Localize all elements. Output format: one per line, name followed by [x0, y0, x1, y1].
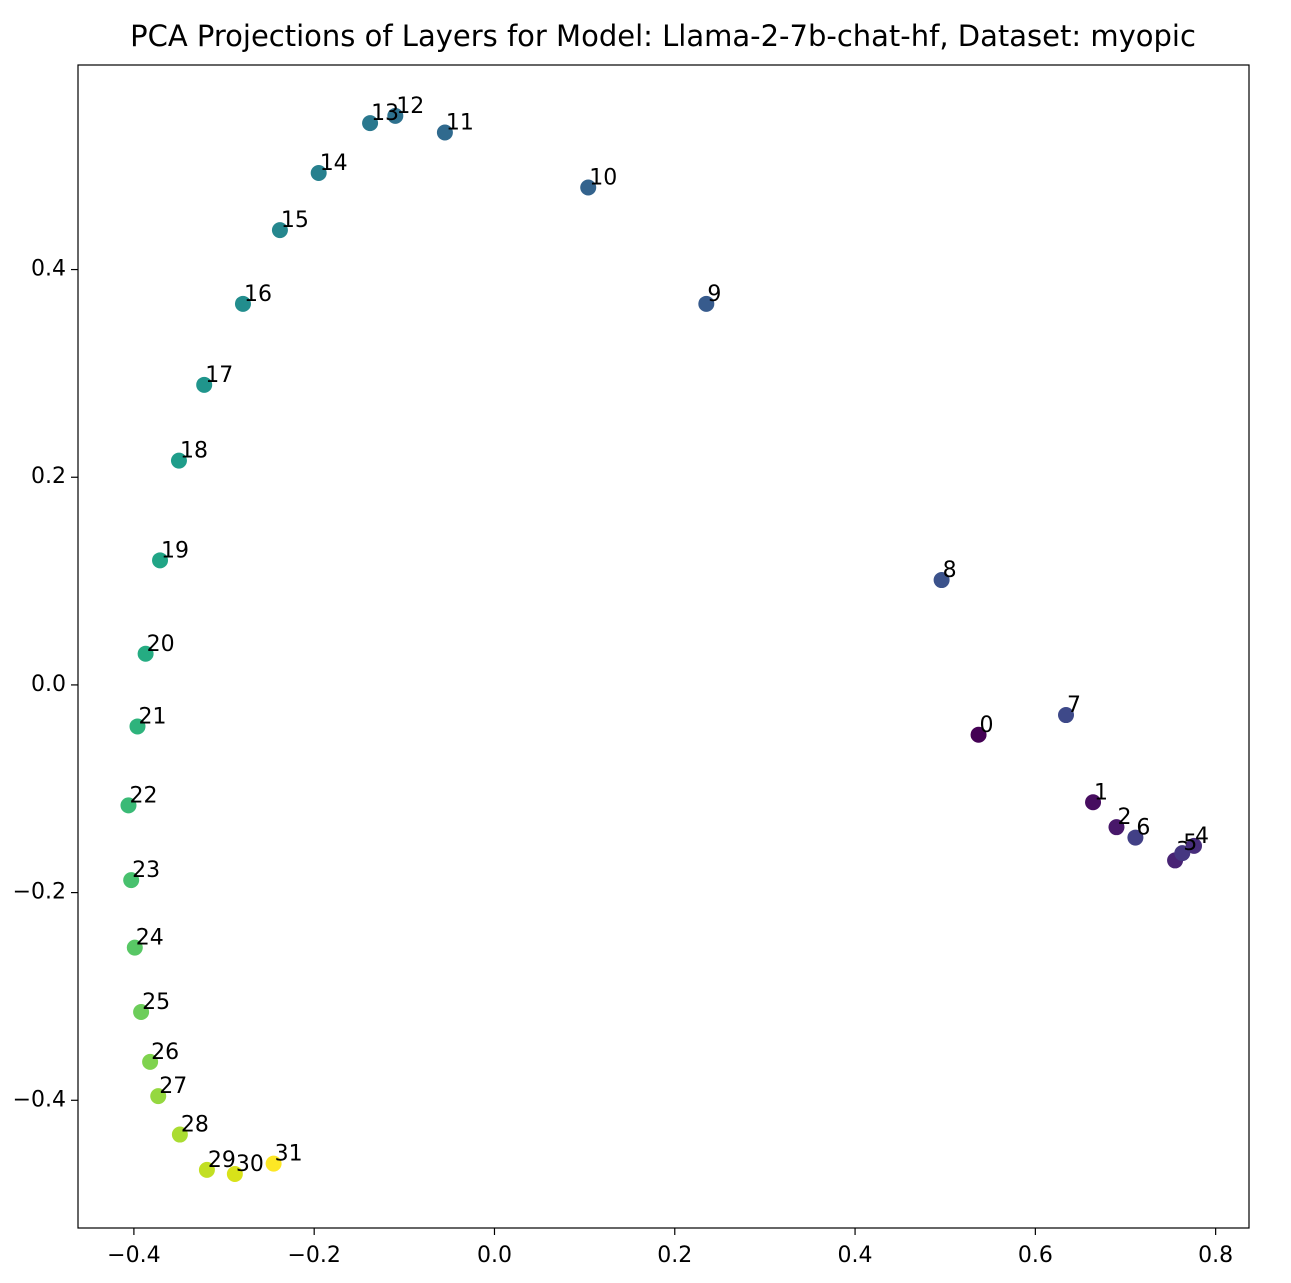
point: [362, 115, 379, 132]
point: [1174, 845, 1191, 862]
point: [198, 1161, 215, 1178]
point-label: 31: [275, 1142, 303, 1167]
point-label: 19: [161, 538, 189, 563]
point-label: 9: [707, 282, 721, 307]
point-label: 24: [136, 926, 164, 951]
point-label: 23: [132, 858, 160, 883]
point: [133, 1004, 150, 1021]
point: [123, 872, 140, 889]
point: [265, 1155, 282, 1172]
point-label: 5: [1183, 831, 1197, 856]
point: [150, 1088, 167, 1105]
point-label: 25: [142, 990, 170, 1015]
point-label: 0: [980, 713, 994, 738]
point: [226, 1166, 243, 1183]
x-tick-label: 0.2: [657, 1243, 692, 1268]
point: [1127, 829, 1144, 846]
chart-title: PCA Projections of Layers for Model: Lla…: [130, 19, 1196, 53]
point: [271, 222, 288, 239]
x-tick-label: −0.4: [107, 1243, 160, 1268]
point-label: 18: [180, 439, 208, 464]
point: [137, 645, 154, 662]
point: [310, 164, 327, 181]
point: [970, 726, 987, 743]
point-label: 13: [371, 101, 399, 126]
point: [120, 797, 137, 814]
x-tick-label: 0.4: [838, 1243, 873, 1268]
point-label: 26: [151, 1040, 179, 1065]
point-label: 11: [446, 110, 474, 135]
point-label: 14: [320, 151, 348, 176]
point: [387, 107, 404, 124]
point-label: 4: [1195, 824, 1209, 849]
point: [1186, 837, 1203, 854]
point: [234, 295, 251, 312]
point-label: 1: [1094, 780, 1108, 805]
plot-frame: [77, 64, 1250, 1229]
point-label: 2: [1117, 805, 1131, 830]
y-tick-label: −0.4: [13, 1087, 66, 1112]
point: [126, 939, 143, 956]
point: [142, 1053, 159, 1070]
x-tick-label: −0.2: [287, 1243, 340, 1268]
point-label: 21: [138, 704, 166, 729]
point-label: 17: [205, 363, 233, 388]
point: [580, 179, 597, 196]
point: [1058, 707, 1075, 724]
point: [171, 1126, 188, 1143]
y-tick-label: −0.2: [13, 880, 66, 905]
point-label: 6: [1136, 816, 1150, 841]
point-label: 20: [147, 632, 175, 657]
point-label: 7: [1067, 693, 1081, 718]
y-tick-label: 0.4: [31, 257, 66, 282]
point: [933, 572, 950, 589]
point-label: 30: [236, 1152, 264, 1177]
point-label: 22: [129, 783, 157, 808]
point: [129, 718, 146, 735]
point: [1085, 794, 1102, 811]
point: [436, 124, 453, 141]
point: [152, 552, 169, 569]
point: [170, 452, 187, 469]
x-tick-label: 0.6: [1018, 1243, 1053, 1268]
x-tick-label: 0.8: [1198, 1243, 1233, 1268]
y-tick-label: 0.0: [31, 672, 66, 697]
point-label: 8: [943, 558, 957, 583]
point-label: 16: [244, 282, 272, 307]
x-tick-label: 0.0: [477, 1243, 512, 1268]
point-label: 27: [159, 1074, 187, 1099]
y-tick-label: 0.2: [31, 464, 66, 489]
point: [1108, 819, 1125, 836]
point-label: 28: [181, 1113, 209, 1138]
point: [196, 376, 213, 393]
point-label: 15: [281, 208, 309, 233]
point: [698, 295, 715, 312]
point-label: 12: [396, 94, 424, 119]
point-label: 10: [589, 166, 617, 191]
